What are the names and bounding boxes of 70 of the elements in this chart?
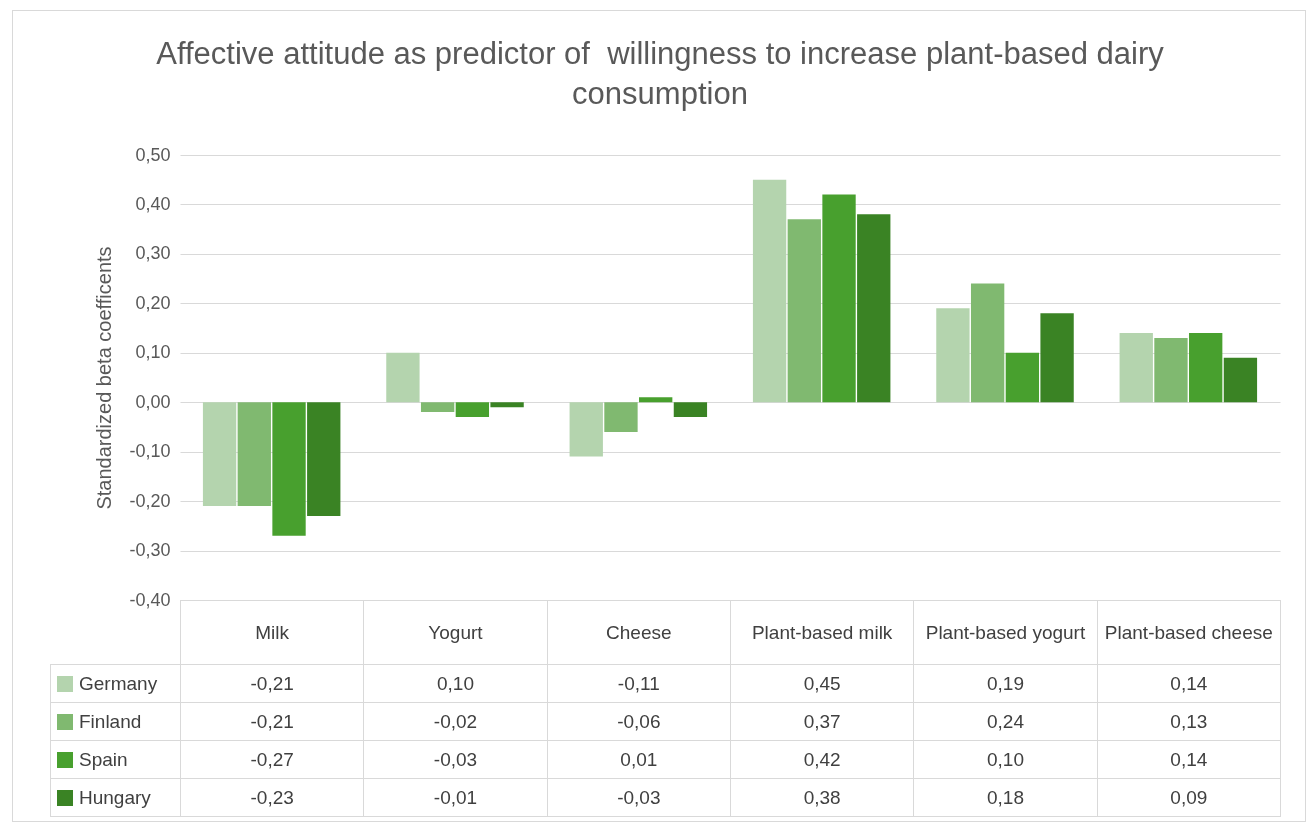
- bar: [1223, 357, 1258, 403]
- legend-label: Germany: [50, 664, 181, 703]
- bar: [1040, 313, 1074, 403]
- y-tick-label: -0,40: [129, 589, 171, 610]
- x-tick-label: Plant-based milk: [730, 600, 914, 665]
- data-label: 0,14: [1097, 664, 1281, 703]
- bar: [936, 308, 970, 403]
- data-label: 0,24: [913, 702, 1098, 741]
- data-label: 0,38: [730, 778, 914, 817]
- data-label: -0,02: [363, 702, 548, 741]
- y-axis-title: Standardized beta coefficents: [93, 246, 116, 510]
- data-label: 0,42: [730, 740, 914, 779]
- data-label: -0,21: [180, 702, 364, 741]
- bar: [490, 402, 524, 408]
- data-label: -0,06: [547, 702, 731, 741]
- bar: [1189, 333, 1223, 403]
- bar: [1005, 352, 1040, 403]
- y-tick-label: 0,00: [135, 391, 171, 412]
- bar: [639, 397, 673, 403]
- chart-title: Affective attitude as predictor of willingness to increase plant-based dairy consumption: [155, 35, 1165, 114]
- legend-label: Hungary: [50, 778, 181, 817]
- bar: [970, 283, 1005, 403]
- data-label: 0,14: [1097, 740, 1281, 779]
- data-label: -0,11: [547, 664, 731, 703]
- bar: [307, 402, 341, 516]
- bar: [1154, 337, 1188, 403]
- data-label: 0,37: [730, 702, 914, 741]
- legend-label: Spain: [50, 740, 181, 779]
- data-label: -0,27: [180, 740, 364, 779]
- bar: [420, 402, 455, 413]
- bar: [752, 179, 787, 403]
- bar: [272, 402, 306, 536]
- bar: [604, 402, 638, 432]
- data-label: -0,03: [363, 740, 548, 779]
- y-tick-label: 0,50: [135, 144, 171, 165]
- x-tick-label: Plant-based cheese: [1097, 600, 1281, 665]
- bar: [455, 402, 490, 418]
- data-label: 0,10: [913, 740, 1098, 779]
- data-label: 0,13: [1097, 702, 1281, 741]
- y-tick-label: -0,30: [129, 540, 171, 561]
- legend-label: Finland: [50, 702, 181, 741]
- data-label: 0,18: [913, 778, 1098, 817]
- data-label: -0,21: [180, 664, 364, 703]
- x-tick-label: Yogurt: [363, 600, 548, 665]
- bar: [237, 402, 271, 507]
- data-label: -0,03: [547, 778, 731, 817]
- bar: [857, 214, 891, 403]
- data-label: -0,23: [180, 778, 364, 817]
- bar: [673, 402, 708, 418]
- data-label: 0,01: [547, 740, 731, 779]
- data-label: 0,45: [730, 664, 914, 703]
- y-tick-label: 0,20: [135, 292, 171, 313]
- y-tick-label: -0,10: [129, 441, 171, 462]
- data-label: 0,10: [363, 664, 548, 703]
- bar: [202, 402, 237, 507]
- bar: [386, 352, 420, 403]
- y-tick-label: -0,20: [129, 490, 171, 511]
- bar: [569, 402, 603, 457]
- data-label: -0,01: [363, 778, 548, 817]
- y-tick-label: 0,10: [135, 342, 171, 363]
- x-tick-label: Cheese: [547, 600, 731, 665]
- y-tick-label: 0,30: [135, 243, 171, 264]
- bar: [822, 194, 856, 403]
- bar: [787, 219, 821, 403]
- bar: [1119, 333, 1153, 403]
- data-label: 0,19: [913, 664, 1098, 703]
- x-tick-label: Milk: [180, 600, 364, 665]
- x-tick-label: Plant-based yogurt: [913, 600, 1098, 665]
- y-tick-label: 0,40: [135, 193, 171, 214]
- data-label: 0,09: [1097, 778, 1281, 817]
